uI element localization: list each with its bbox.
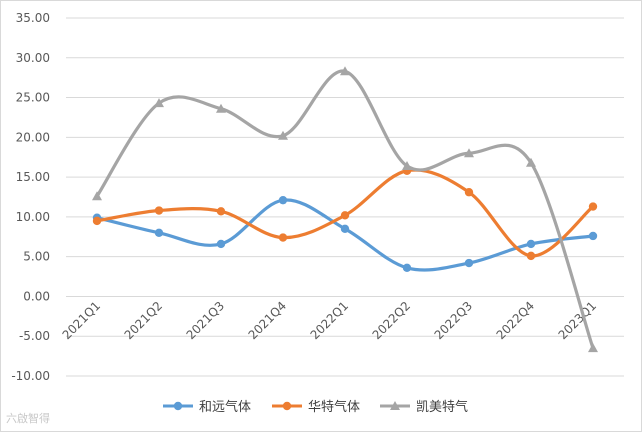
data-point-marker (526, 239, 536, 249)
data-point-marker (340, 224, 350, 234)
data-point-marker (216, 103, 226, 113)
x-tick-label: 2021Q4 (246, 299, 290, 343)
data-point-marker (278, 233, 288, 242)
y-tick-label: 0.00 (23, 289, 50, 303)
x-tick-label: 2021Q3 (184, 299, 228, 343)
series-line-2 (95, 168, 595, 258)
data-point-marker (216, 239, 226, 249)
data-point-marker (588, 231, 598, 241)
data-point-marker (464, 188, 474, 197)
legend-marker (390, 401, 400, 410)
x-tick-label: 2022Q4 (494, 299, 538, 343)
y-tick-label: 10.00 (16, 210, 50, 224)
data-point-marker (92, 191, 102, 201)
x-axis-labels: 2021Q1 2021Q2 2021Q3 2021Q4 2022Q1 2022Q2 2022… (60, 299, 600, 343)
x-tick-label: 2021Q1 (60, 299, 104, 343)
legend: 和远气体 华特气体 凯美特气 (163, 399, 468, 415)
y-axis-labels: 35.00 30.00 25.00 20.00 15.00 10.00 5.00 0.00 -5… (11, 11, 50, 383)
y-tick-label: 25.00 (16, 91, 50, 105)
data-point-marker (464, 258, 474, 268)
legend-marker (173, 401, 183, 411)
series-lines (92, 66, 598, 353)
data-point-marker (216, 207, 226, 216)
y-tick-label: -5.00 (19, 329, 50, 343)
data-point-marker (526, 157, 536, 167)
data-point-marker (340, 66, 350, 76)
watermark: 六啟智得 (6, 412, 50, 425)
legend-label-3: 凯美特气 (416, 399, 468, 415)
y-tick-label: 5.00 (23, 250, 50, 264)
y-tick-label: 30.00 (16, 51, 50, 65)
y-tick-label: 15.00 (16, 170, 50, 184)
data-point-marker (588, 343, 598, 353)
data-point-marker (92, 216, 102, 226)
x-tick-label: 2021Q2 (122, 299, 166, 343)
x-tick-label: 2022Q1 (308, 299, 352, 343)
data-point-marker (154, 206, 164, 215)
legend-marker (282, 401, 292, 411)
data-point-marker (402, 263, 412, 273)
data-point-marker (402, 160, 412, 170)
y-tick-label: -10.00 (11, 369, 50, 383)
data-point-marker (278, 195, 288, 205)
x-tick-label: 2023Q1 (556, 299, 600, 343)
y-tick-label: 35.00 (16, 11, 50, 25)
data-point-marker (588, 202, 598, 211)
data-point-marker (526, 251, 536, 261)
data-point-marker (464, 148, 474, 158)
x-tick-label: 2022Q3 (432, 299, 476, 343)
x-tick-label: 2022Q2 (370, 299, 414, 343)
data-point-marker (154, 228, 164, 237)
legend-label-1: 和远气体 (199, 399, 251, 415)
data-point-marker (340, 211, 350, 220)
y-tick-label: 20.00 (16, 130, 50, 144)
data-point-marker (154, 98, 164, 108)
data-point-marker (278, 130, 288, 140)
legend-label-2: 华特气体 (308, 399, 360, 415)
